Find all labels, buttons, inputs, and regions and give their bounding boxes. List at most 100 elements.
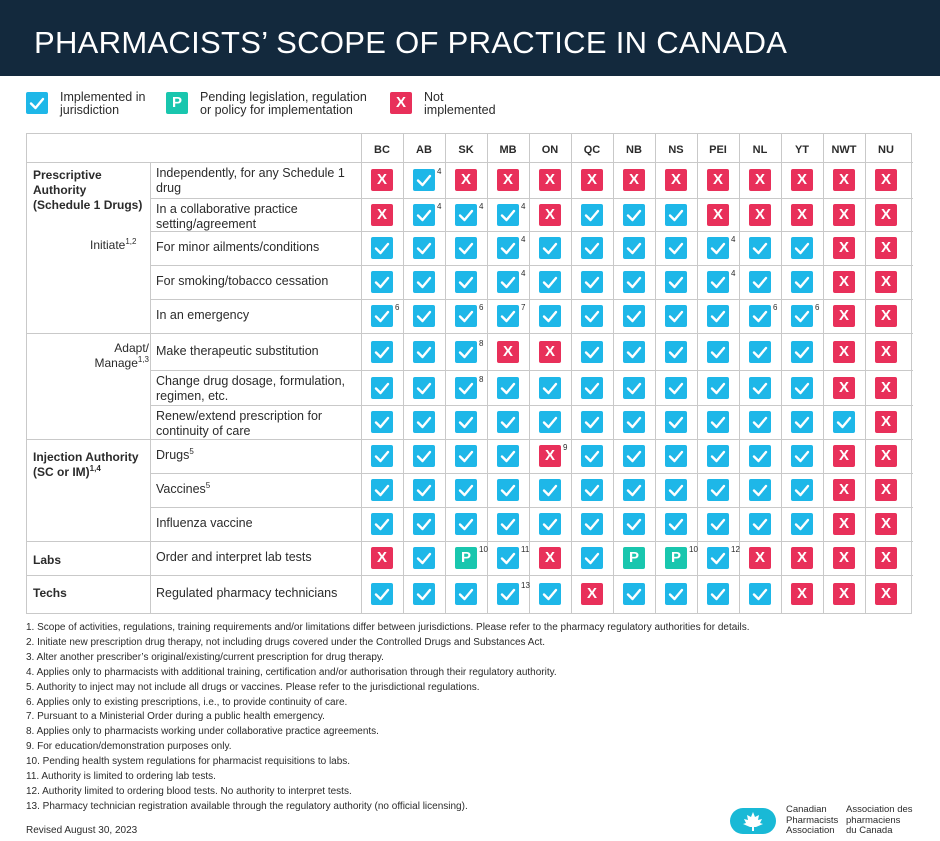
status-cell-ns [665, 271, 687, 293]
x-icon: X [833, 547, 855, 569]
status-cell-sk [455, 341, 477, 363]
check-icon [791, 305, 813, 327]
cpha-logo: Canadian Pharmacists Association Associa… [730, 804, 930, 839]
subcategory-adapt: Adapt/ Manage1,3 [90, 341, 150, 371]
status-cell-ns [665, 513, 687, 535]
column-header-nb: NB [626, 144, 642, 156]
footnote-marker: 11 [521, 545, 530, 554]
x-glyph: X [376, 206, 387, 223]
check-icon [371, 583, 393, 605]
status-cell-sk [455, 305, 477, 327]
legend-implemented: Implemented in jurisdiction [26, 88, 166, 122]
status-cell-on: X [539, 445, 561, 467]
check-icon [539, 583, 561, 605]
status-cell-ab [413, 547, 435, 569]
check-icon [497, 513, 519, 535]
x-glyph: X [628, 171, 639, 188]
check-icon [749, 445, 771, 467]
status-cell-nb [623, 341, 645, 363]
pending-icon: P [623, 547, 645, 569]
status-cell-nu: X [875, 547, 897, 569]
footnote-marker: 6 [395, 303, 400, 312]
check-icon [413, 583, 435, 605]
status-cell-mb [497, 547, 519, 569]
status-cell-yt [791, 377, 813, 399]
column-header-on: ON [541, 144, 559, 156]
column-header-nu: NU [878, 144, 894, 156]
status-cell-nl [749, 411, 771, 433]
footnote-marker: 10 [689, 545, 698, 554]
status-cell-ab [413, 341, 435, 363]
status-cell-ns [665, 237, 687, 259]
legend-label: Not implemented [424, 90, 496, 117]
check-icon [707, 377, 729, 399]
x-icon: X [791, 547, 813, 569]
check-icon [455, 479, 477, 501]
row-label-text: Make therapeutic substitution [156, 344, 319, 358]
check-icon [665, 583, 687, 605]
status-cell-bc [371, 445, 393, 467]
status-cell-nb [623, 204, 645, 226]
column-divider [865, 134, 866, 613]
status-cell-yt [791, 479, 813, 501]
status-cell-nwt: X [833, 583, 855, 605]
column-divider [403, 134, 404, 613]
status-cell-yt [791, 305, 813, 327]
status-cell-sk [455, 411, 477, 433]
status-cell-on [539, 583, 561, 605]
logo-text-fr: Association des pharmaciens du Canada [846, 804, 913, 836]
status-cell-bc: X [371, 547, 393, 569]
status-cell-ab [413, 204, 435, 226]
x-icon: X [707, 169, 729, 191]
maple-leaf-icon [730, 808, 776, 834]
status-cell-sk: P [455, 547, 477, 569]
status-cell-bc [371, 583, 393, 605]
x-icon: X [833, 445, 855, 467]
status-cell-mb [497, 271, 519, 293]
x-icon: X [455, 169, 477, 191]
status-cell-mb [497, 377, 519, 399]
check-icon [581, 479, 603, 501]
check-icon [539, 513, 561, 535]
status-cell-nb [623, 445, 645, 467]
x-glyph: X [796, 549, 807, 566]
column-divider [613, 134, 614, 613]
status-cell-sk: X [455, 169, 477, 191]
x-icon: X [665, 169, 687, 191]
status-cell-bc [371, 305, 393, 327]
status-cell-qc [581, 513, 603, 535]
status-cell-bc [371, 271, 393, 293]
x-glyph: X [838, 549, 849, 566]
check-icon [581, 377, 603, 399]
row-divider [150, 299, 913, 300]
check-icon [749, 377, 771, 399]
status-cell-nu: X [875, 377, 897, 399]
check-icon [497, 411, 519, 433]
x-glyph: X [880, 171, 891, 188]
check-icon [791, 479, 813, 501]
status-cell-mb [497, 583, 519, 605]
check-icon [749, 305, 771, 327]
check-icon [413, 237, 435, 259]
status-cell-nb [623, 377, 645, 399]
status-cell-mb [497, 411, 519, 433]
row-divider [150, 507, 913, 508]
x-glyph: X [838, 515, 849, 532]
check-icon [665, 305, 687, 327]
x-icon: X [875, 583, 897, 605]
check-icon [497, 547, 519, 569]
status-cell-qc: X [581, 169, 603, 191]
check-icon [623, 377, 645, 399]
x-glyph: X [880, 206, 891, 223]
x-icon: X [371, 547, 393, 569]
x-glyph: X [712, 206, 723, 223]
status-cell-ab [413, 583, 435, 605]
footnote-item: 3. Alter another prescriber’s original/e… [26, 651, 384, 663]
status-cell-pei: X [707, 169, 729, 191]
check-icon [707, 583, 729, 605]
x-glyph: X [376, 549, 387, 566]
row-label: Order and interpret lab tests [156, 550, 361, 565]
check-icon [623, 204, 645, 226]
category-divider [150, 162, 151, 613]
adapt-label: Adapt/ Manage [94, 341, 150, 370]
